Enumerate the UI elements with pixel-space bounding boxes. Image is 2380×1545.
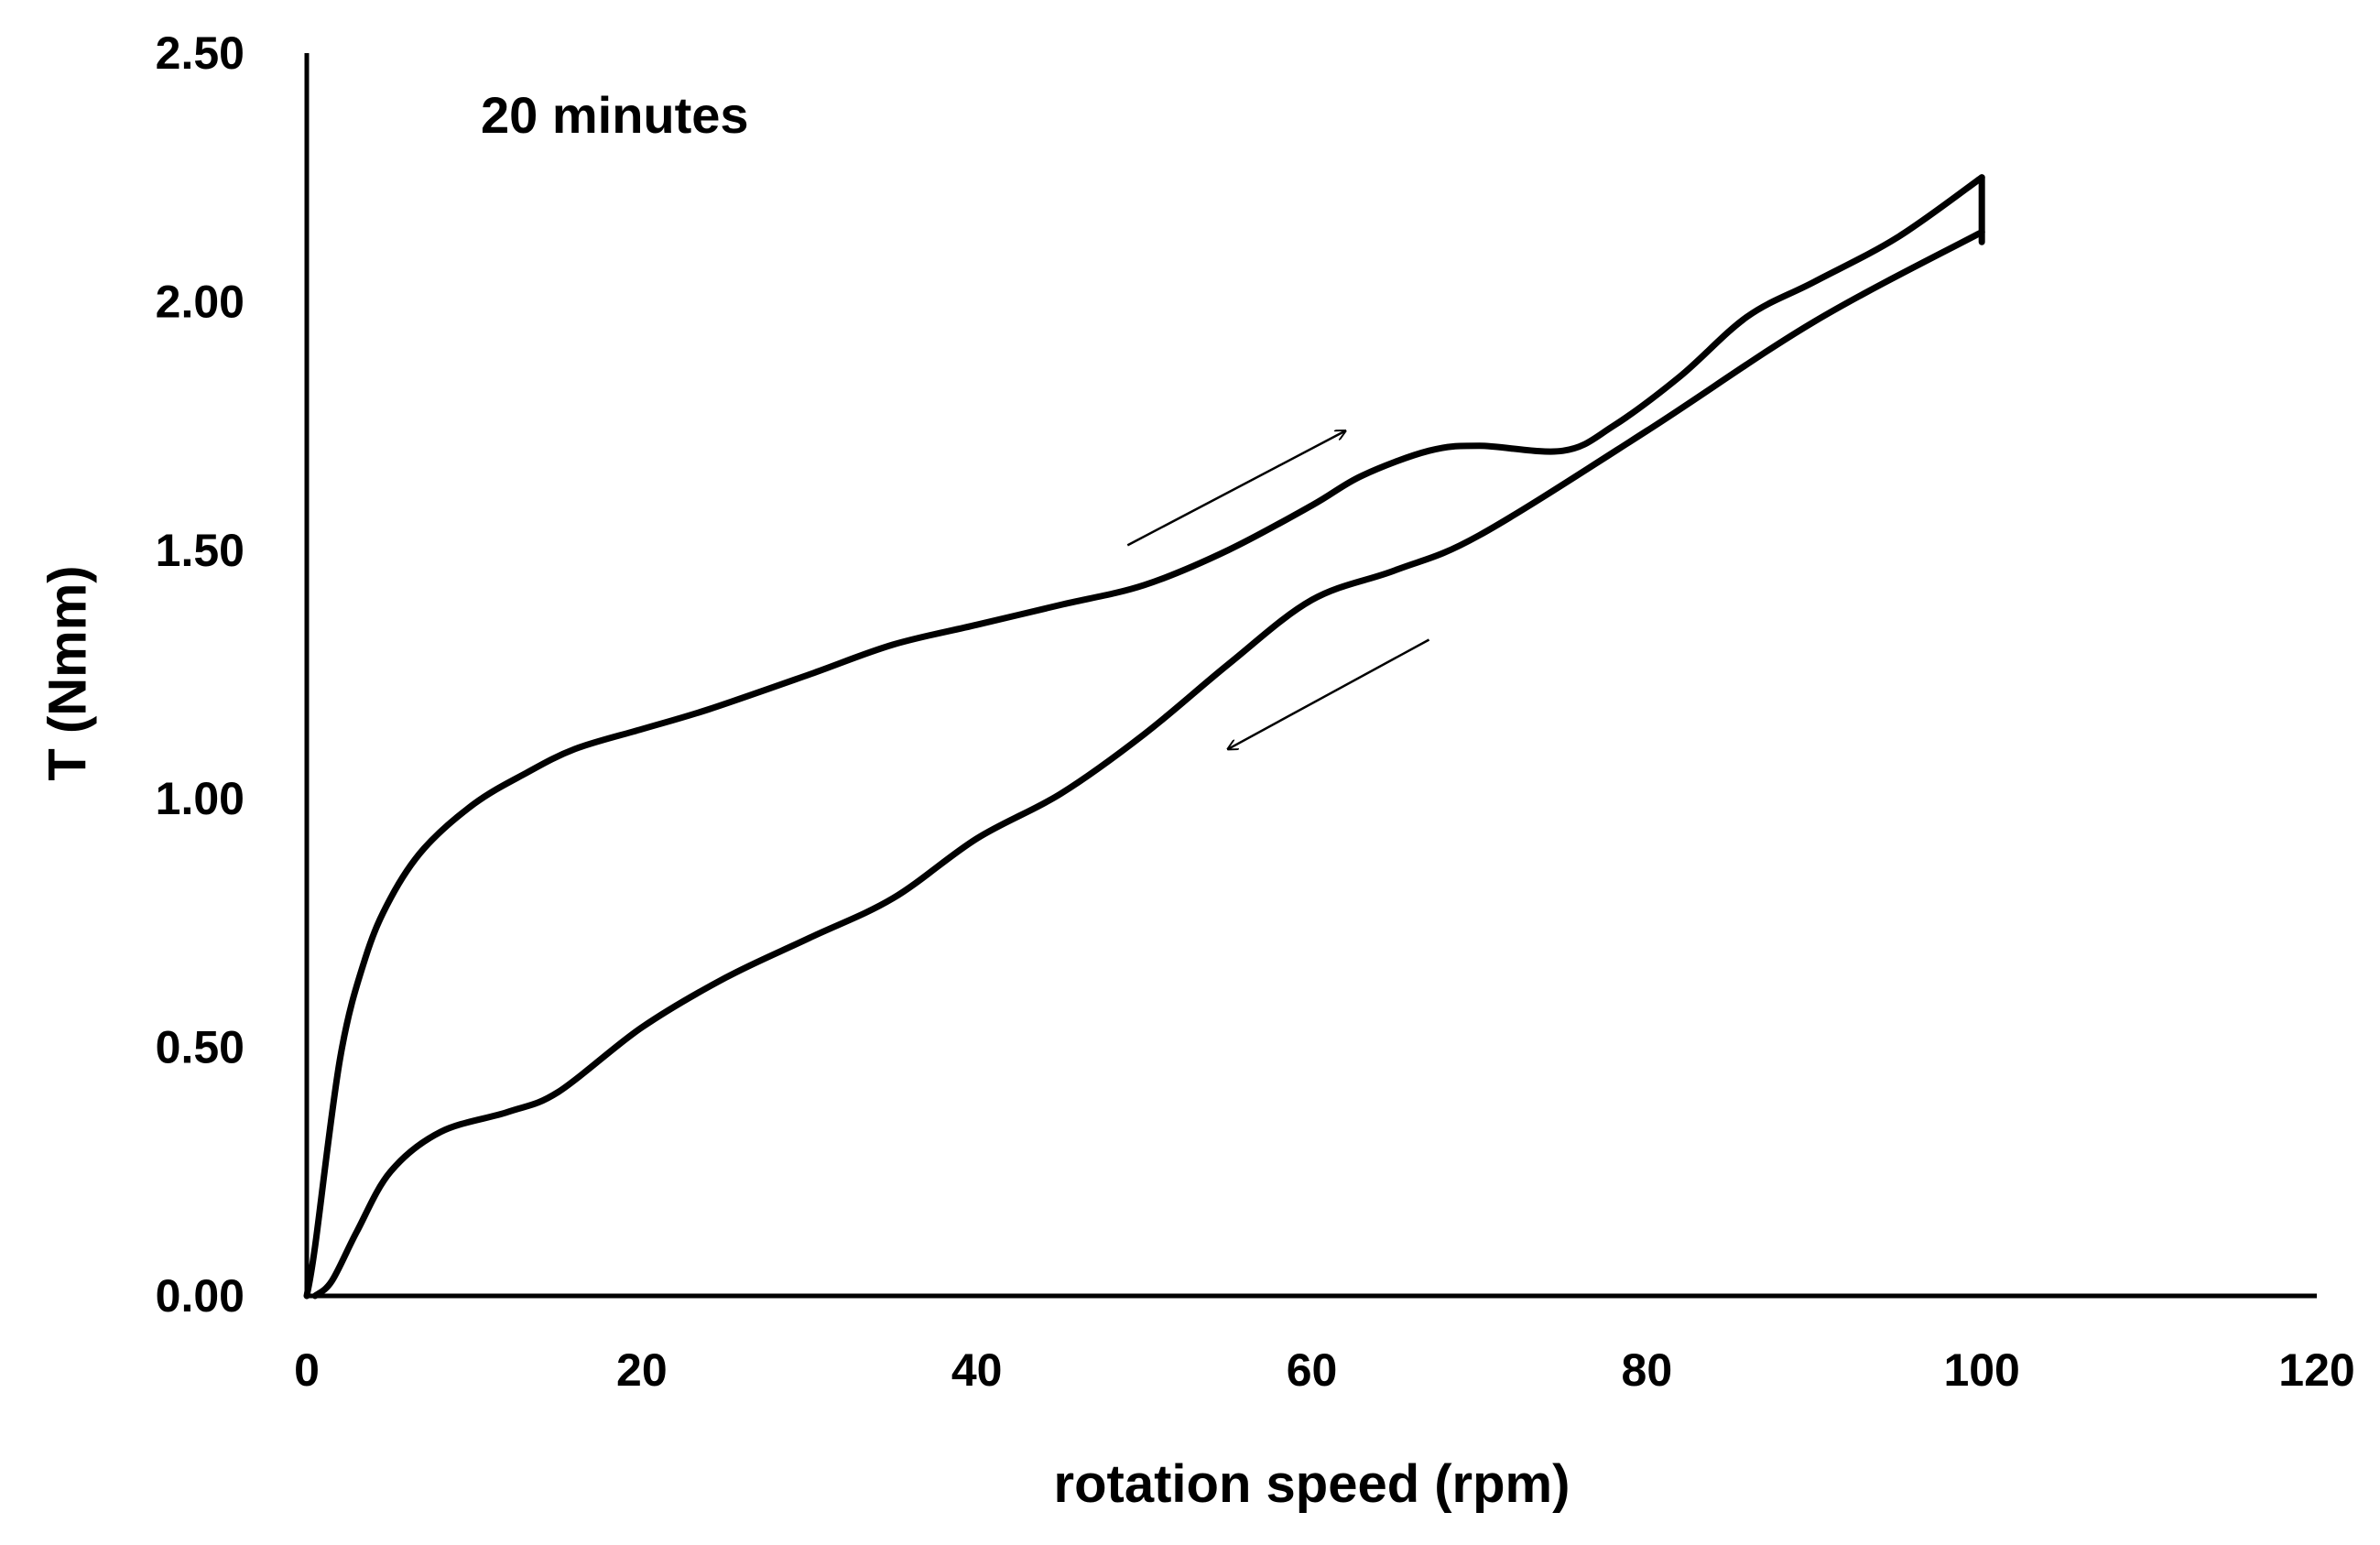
- y-tick-label: 2.00: [156, 276, 245, 327]
- plot-area: [303, 174, 1985, 1300]
- y-axis-title: T (Nmm): [38, 565, 97, 780]
- y-tick-labels: 0.00 0.50 1.00 1.50 2.00 2.50: [156, 27, 245, 1322]
- direction-arrow-down: [1228, 638, 1430, 749]
- y-tick-label: 2.50: [156, 27, 245, 79]
- x-tick-label: 40: [951, 1344, 1003, 1396]
- x-tick-label: 60: [1287, 1344, 1338, 1396]
- x-tick-label: 20: [616, 1344, 668, 1396]
- y-tick-label: 1.00: [156, 773, 245, 824]
- series-line-down: [311, 228, 1985, 1300]
- series-line-up: [303, 174, 1985, 1300]
- x-tick-label: 0: [294, 1344, 320, 1396]
- x-tick-label: 80: [1622, 1344, 1673, 1396]
- y-tick-label: 0.50: [156, 1022, 245, 1073]
- y-tick-label: 0.00: [156, 1270, 245, 1322]
- x-tick-label: 100: [1943, 1344, 2019, 1396]
- x-tick-label: 120: [2278, 1344, 2354, 1396]
- x-axis-title: rotation speed (rpm): [1054, 1454, 1570, 1514]
- chart-annotation: 20 minutes: [481, 86, 749, 144]
- x-tick-labels: 0 20 40 60 80 100 120: [294, 1344, 2355, 1396]
- y-tick-label: 1.50: [156, 525, 245, 576]
- direction-arrow-up: [1126, 431, 1345, 547]
